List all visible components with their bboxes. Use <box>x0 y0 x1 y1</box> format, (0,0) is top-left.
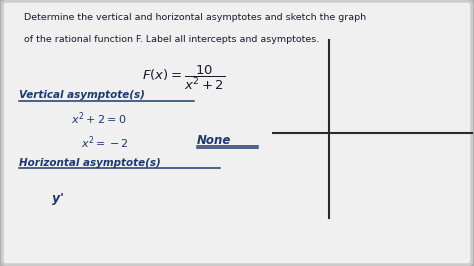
Text: $x^2 + 2 = 0$: $x^2 + 2 = 0$ <box>71 110 127 127</box>
Text: Determine the vertical and horizontal asymptotes and sketch the graph: Determine the vertical and horizontal as… <box>24 13 366 22</box>
Text: None: None <box>197 134 231 147</box>
Text: of the rational function F. Label all intercepts and asymptotes.: of the rational function F. Label all in… <box>24 35 319 44</box>
Text: $x^2 = -2$: $x^2 = -2$ <box>81 134 128 151</box>
Text: Vertical asymptote(s): Vertical asymptote(s) <box>19 90 145 101</box>
Text: Horizontal asymptote(s): Horizontal asymptote(s) <box>19 158 161 168</box>
Text: y': y' <box>52 192 64 205</box>
Text: $F(x) = \dfrac{10}{x^2 + 2}$: $F(x) = \dfrac{10}{x^2 + 2}$ <box>142 64 226 92</box>
